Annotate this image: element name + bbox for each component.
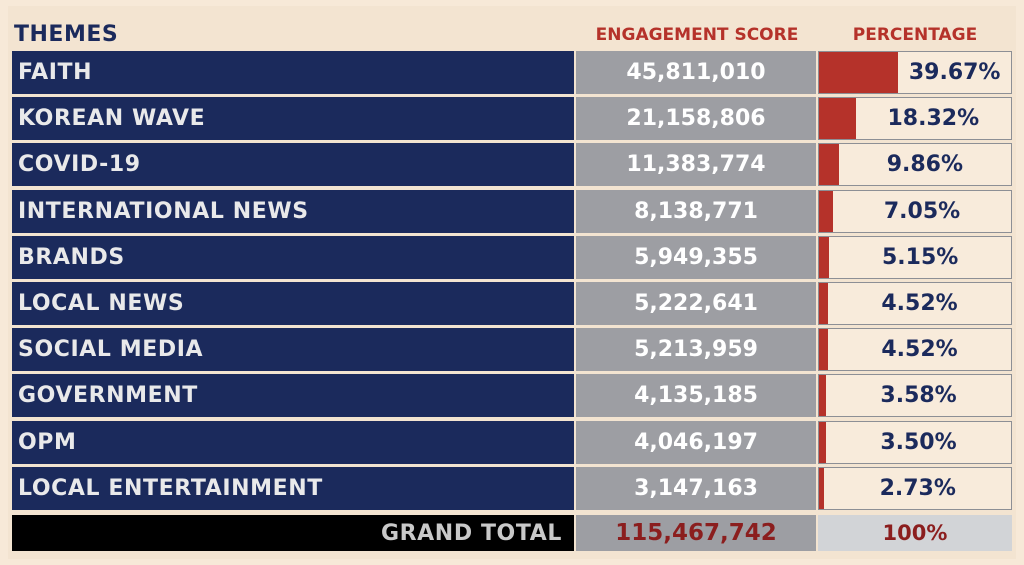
percentage-value: 3.50% bbox=[880, 430, 957, 455]
theme-label: KOREAN WAVE bbox=[12, 97, 574, 140]
percentage-value: 9.86% bbox=[886, 152, 964, 177]
engagement-score-value: 21,158,806 bbox=[576, 97, 816, 140]
themes-header: THEMES bbox=[14, 22, 119, 47]
engagement-score-value: 3,147,163 bbox=[576, 467, 816, 510]
engagement-score-value: 4,046,197 bbox=[576, 421, 816, 464]
percentage-cell: 7.05% bbox=[818, 190, 1012, 233]
engagement-score-value: 5,213,959 bbox=[576, 328, 816, 371]
grand-total-score: 115,467,742 bbox=[576, 515, 816, 551]
theme-label: LOCAL ENTERTAINMENT bbox=[12, 467, 574, 510]
theme-label: GOVERNMENT bbox=[12, 374, 574, 417]
percentage-value: 4.52% bbox=[881, 291, 958, 316]
percentage-value: 5.15% bbox=[881, 245, 959, 270]
percentage-cell: 4.52% bbox=[818, 328, 1012, 371]
percentage-bar bbox=[819, 375, 827, 416]
theme-label: SOCIAL MEDIA bbox=[12, 328, 574, 371]
engagement-score-value: 8,138,771 bbox=[576, 190, 816, 233]
percentage-bar bbox=[819, 283, 829, 324]
engagement-score-value: 5,949,355 bbox=[576, 236, 816, 279]
percentage-cell: 5.15% bbox=[818, 236, 1012, 279]
percentage-bar bbox=[819, 144, 839, 185]
theme-label: INTERNATIONAL NEWS bbox=[12, 190, 574, 233]
percentage-header: PERCENTAGE bbox=[852, 25, 978, 45]
theme-label: OPM bbox=[12, 421, 574, 464]
percentage-cell: 39.67% bbox=[818, 51, 1012, 94]
engagement-score-header: ENGAGEMENT SCORE bbox=[595, 25, 799, 45]
percentage-value: 4.52% bbox=[881, 337, 958, 362]
percentage-value: 18.32% bbox=[887, 106, 980, 131]
percentage-cell: 3.50% bbox=[818, 421, 1012, 464]
engagement-score-value: 5,222,641 bbox=[576, 282, 816, 325]
percentage-cell: 18.32% bbox=[818, 97, 1012, 140]
percentage-bar bbox=[819, 191, 834, 232]
theme-label: BRANDS bbox=[12, 236, 574, 279]
theme-label: FAITH bbox=[12, 51, 574, 94]
percentage-cell: 9.86% bbox=[818, 143, 1012, 186]
engagement-score-value: 45,811,010 bbox=[576, 51, 816, 94]
grand-total-percentage: 100% bbox=[818, 515, 1012, 551]
percentage-bar bbox=[819, 422, 826, 463]
percentage-cell: 3.58% bbox=[818, 374, 1012, 417]
percentage-value: 7.05% bbox=[883, 199, 961, 224]
percentage-cell: 4.52% bbox=[818, 282, 1012, 325]
percentage-bar bbox=[819, 52, 899, 93]
percentage-bar bbox=[819, 329, 829, 370]
theme-label: LOCAL NEWS bbox=[12, 282, 574, 325]
percentage-bar bbox=[819, 237, 830, 278]
engagement-score-value: 4,135,185 bbox=[576, 374, 816, 417]
percentage-value: 2.73% bbox=[879, 476, 956, 501]
engagement-score-value: 11,383,774 bbox=[576, 143, 816, 186]
percentage-bar bbox=[819, 468, 825, 509]
percentage-value: 3.58% bbox=[880, 383, 957, 408]
grand-total-label: GRAND TOTAL bbox=[12, 515, 574, 551]
percentage-cell: 2.73% bbox=[818, 467, 1012, 510]
percentage-bar bbox=[819, 98, 856, 139]
theme-label: COVID-19 bbox=[12, 143, 574, 186]
percentage-value: 39.67% bbox=[908, 60, 1001, 85]
